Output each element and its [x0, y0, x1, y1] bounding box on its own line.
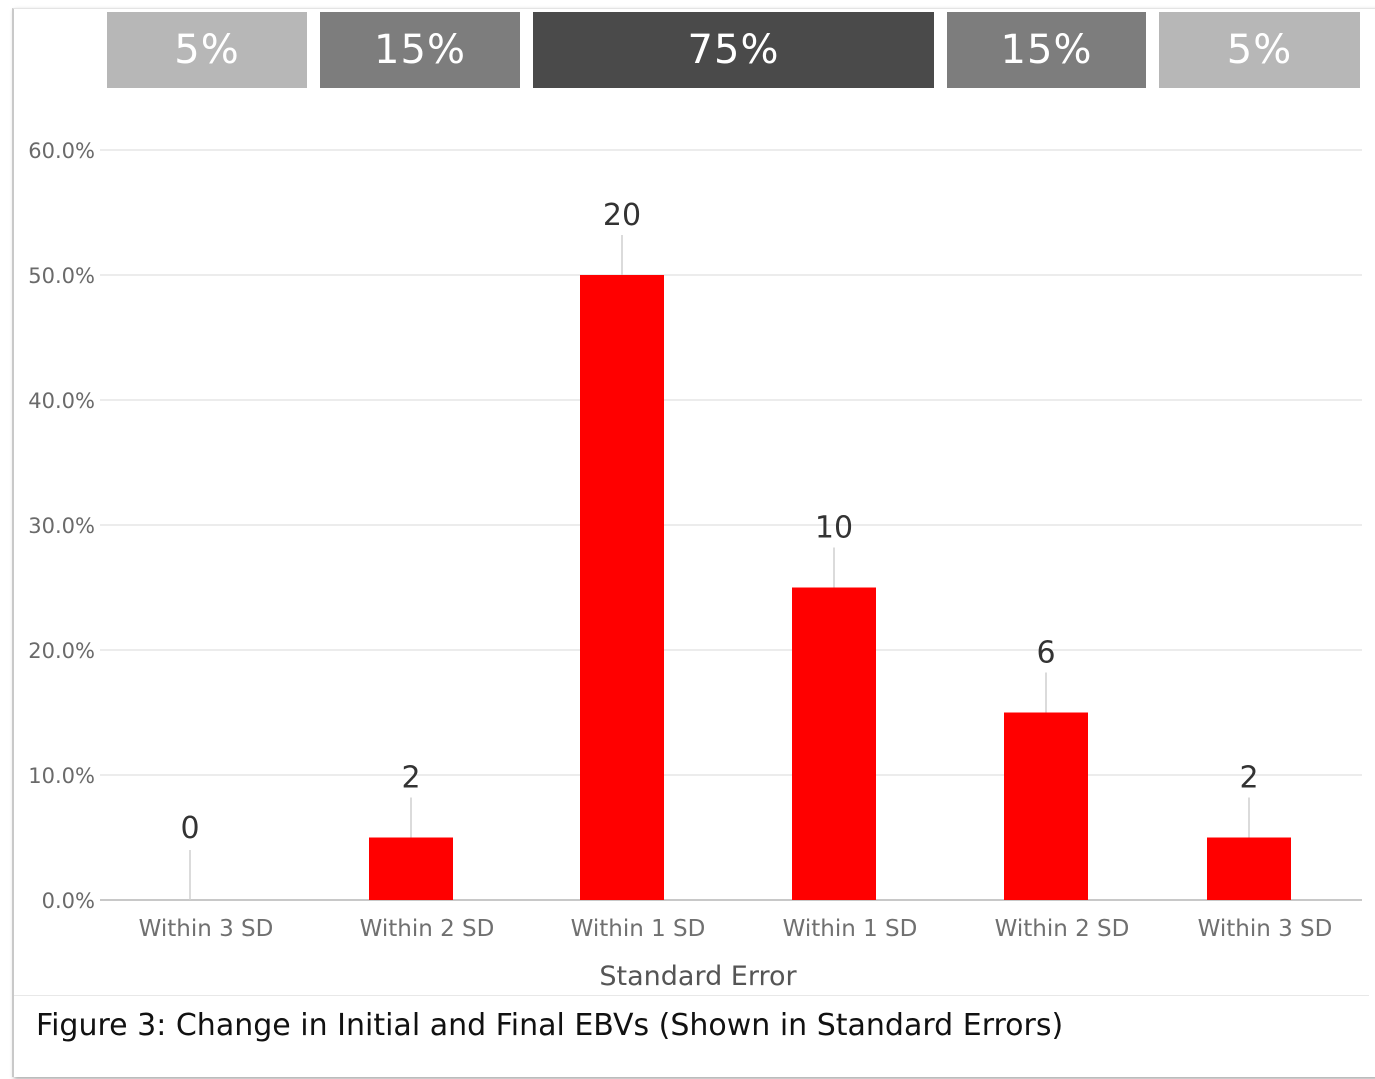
y-tick-label: 10.0%	[28, 764, 95, 788]
x-axis-ticks: Within 3 SD Within 2 SD Within 1 SD Within …	[139, 916, 1333, 942]
x-tick-label: Within 1 SD	[783, 916, 918, 942]
y-tick-label: 30.0%	[28, 514, 95, 538]
figure-frame	[12, 8, 1375, 1077]
y-tick-label: 60.0%	[28, 139, 95, 163]
y-tick-label: 50.0%	[28, 264, 95, 288]
y-tick-label: 20.0%	[28, 639, 95, 663]
bar	[1004, 712, 1088, 900]
band-segment-outer-left: 5%	[107, 12, 307, 88]
x-tick-label: Within 2 SD	[360, 916, 495, 942]
y-tick-label: 40.0%	[28, 389, 95, 413]
x-tick-label: Within 3 SD	[1198, 916, 1333, 942]
data-label: 10	[815, 511, 853, 546]
band-segment-inner-left: 15%	[320, 12, 520, 88]
y-tick-label: 0.0%	[42, 889, 95, 913]
data-label: 2	[401, 761, 420, 796]
data-labels: 0 2 20 10 6 2	[180, 198, 1259, 900]
data-label: 2	[1239, 761, 1258, 796]
bar	[580, 275, 664, 900]
x-tick-label: Within 2 SD	[995, 916, 1130, 942]
bar	[792, 587, 876, 900]
distribution-band: 5% 15% 75% 15% 5%	[0, 0, 1375, 100]
gridlines	[100, 149, 1362, 901]
band-segment-outer-right: 5%	[1159, 12, 1360, 88]
x-tick-label: Within 1 SD	[571, 916, 706, 942]
data-label: 0	[180, 811, 199, 846]
bars	[369, 275, 1291, 900]
data-label: 20	[603, 198, 641, 233]
band-segment-center: 75%	[533, 12, 934, 88]
figure-caption: Figure 3: Change in Initial and Final EB…	[36, 1008, 1064, 1043]
y-axis-ticks: 0.0% 10.0% 20.0% 30.0% 40.0% 50.0% 60.0%	[28, 139, 95, 913]
caption-divider	[14, 995, 1369, 996]
bar	[1207, 837, 1291, 900]
bar	[369, 837, 453, 900]
data-label: 6	[1036, 636, 1055, 671]
x-axis-title: Standard Error	[599, 961, 797, 992]
band-segment-inner-right: 15%	[947, 12, 1146, 88]
x-tick-label: Within 3 SD	[139, 916, 274, 942]
